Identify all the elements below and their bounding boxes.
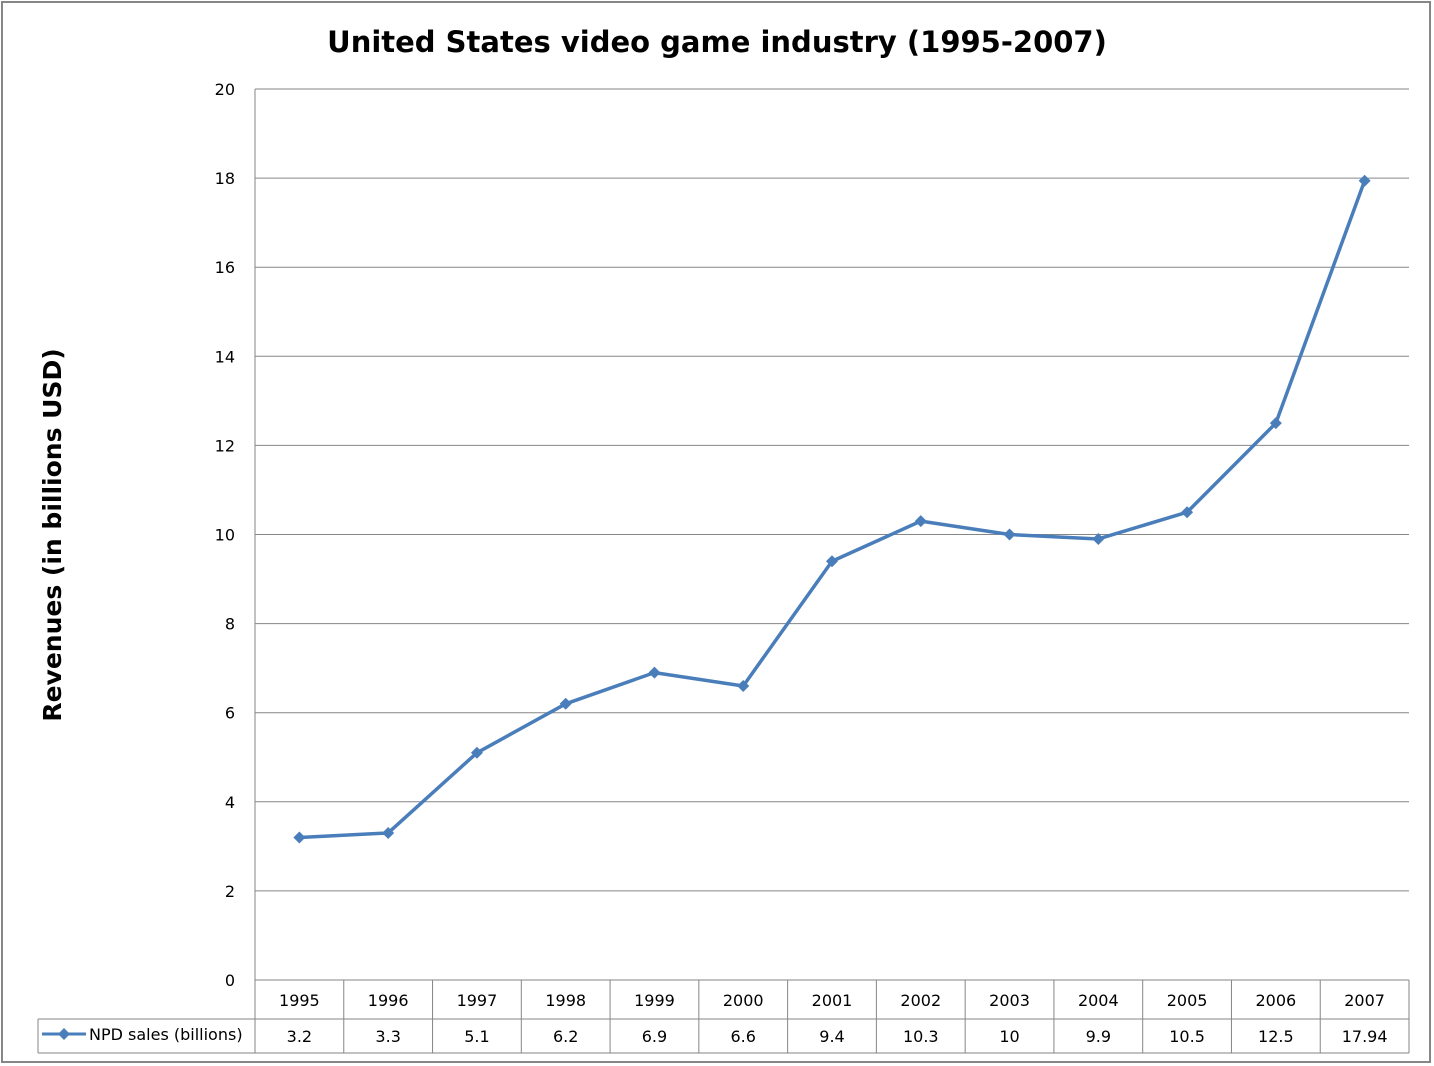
series-line: [299, 180, 1367, 840]
x-tick-label: 2004: [1078, 991, 1119, 1010]
table-value-cell: 5.1: [464, 1027, 489, 1046]
data-point-marker: [1269, 417, 1282, 430]
x-tick-label: 2007: [1344, 991, 1385, 1010]
x-tick-label: 1998: [545, 991, 586, 1010]
table-value-cell: 10.3: [903, 1027, 939, 1046]
y-tick-label: 4: [225, 793, 235, 812]
y-tick-label: 2: [225, 882, 235, 901]
table-value-cell: 17.94: [1342, 1027, 1388, 1046]
x-tick-label: 2002: [900, 991, 941, 1010]
y-tick-label: 16: [215, 258, 235, 277]
table-value-cell: 6.6: [731, 1027, 756, 1046]
table-value-cell: 9.4: [819, 1027, 844, 1046]
data-point-marker: [470, 746, 483, 759]
x-tick-label: 2005: [1167, 991, 1208, 1010]
y-tick-label: 8: [225, 615, 235, 634]
x-tick-label: 1997: [457, 991, 498, 1010]
x-tick-label: 2003: [989, 991, 1030, 1010]
x-tick-label: 1995: [279, 991, 320, 1010]
y-tick-label: 20: [215, 80, 235, 99]
table-value-cell: 6.2: [553, 1027, 578, 1046]
table-value-cell: 10.5: [1169, 1027, 1205, 1046]
data-point-marker: [1003, 528, 1016, 541]
x-tick-label: 2000: [723, 991, 764, 1010]
table-value-cell: 3.2: [287, 1027, 312, 1046]
y-axis-label: Revenues (in billions USD): [38, 348, 67, 721]
data-point-marker: [648, 666, 661, 679]
y-tick-label: 6: [225, 704, 235, 723]
table-value-cell: 12.5: [1258, 1027, 1294, 1046]
y-tick-label: 0: [225, 971, 235, 990]
y-tick-label: 12: [215, 436, 235, 455]
data-point-marker: [1092, 532, 1105, 545]
x-tick-label: 1999: [634, 991, 675, 1010]
chart-title: United States video game industry (1995-…: [327, 25, 1107, 59]
data-point-marker: [559, 697, 572, 710]
y-tick-label: 10: [215, 526, 235, 545]
data-point-marker: [293, 831, 306, 844]
data-point-marker: [1358, 174, 1371, 187]
table-value-cell: 6.9: [642, 1027, 667, 1046]
table-value-cell: 9.9: [1086, 1027, 1111, 1046]
data-point-marker: [826, 555, 838, 568]
table-value-cell: 3.3: [375, 1027, 400, 1046]
x-tick-label: 2001: [812, 991, 853, 1010]
legend-series-name: NPD sales (billions): [89, 1025, 243, 1044]
x-tick-label: 2006: [1255, 991, 1296, 1010]
x-tick-label: 1996: [368, 991, 409, 1010]
legend-diamond-icon: [58, 1028, 70, 1040]
y-tick-label: 14: [215, 347, 235, 366]
data-point-marker: [1181, 506, 1194, 519]
data-point-marker: [737, 679, 750, 692]
table-value-cell: 10: [999, 1027, 1019, 1046]
y-tick-label: 18: [215, 169, 235, 188]
data-point-marker: [914, 515, 927, 528]
data-point-marker: [382, 826, 395, 839]
